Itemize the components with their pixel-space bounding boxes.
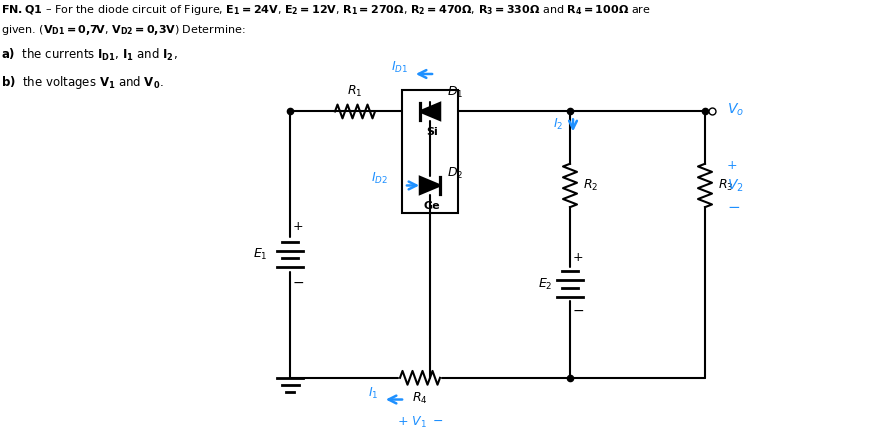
- Text: $D_1$: $D_1$: [447, 84, 463, 100]
- Text: $R_1$: $R_1$: [348, 84, 363, 99]
- Text: $\mathbf{a)}$  the currents $\mathbf{I_{D1}}$, $\mathbf{I_1}$ and $\mathbf{I_2}$: $\mathbf{a)}$ the currents $\mathbf{I_{D…: [1, 47, 177, 64]
- Text: Ge: Ge: [424, 201, 440, 211]
- Text: +: +: [727, 159, 737, 172]
- Text: $\mathbf{b)}$  the voltages $\mathbf{V_1}$ and $\mathbf{V_0}$.: $\mathbf{b)}$ the voltages $\mathbf{V_1}…: [1, 74, 164, 91]
- Text: $E_1$: $E_1$: [254, 247, 268, 262]
- Text: +: +: [293, 220, 304, 233]
- Text: −: −: [573, 304, 584, 318]
- Bar: [402, 90, 458, 213]
- Text: $V_2$: $V_2$: [727, 177, 744, 194]
- Text: $I_1$: $I_1$: [367, 386, 378, 401]
- Text: given. ($\mathbf{V_{D1}=0{,}7V}$, $\mathbf{V_{D2}=0{,}3V}$) Determine:: given. ($\mathbf{V_{D1}=0{,}7V}$, $\math…: [1, 23, 246, 37]
- Text: $R_4$: $R_4$: [412, 391, 427, 406]
- Text: $V_o$: $V_o$: [727, 101, 744, 118]
- Text: $R_3$: $R_3$: [718, 178, 734, 193]
- Text: $+\ V_1\ -$: $+\ V_1\ -$: [397, 415, 444, 430]
- Text: Si: Si: [426, 127, 438, 137]
- Text: $I_{D1}$: $I_{D1}$: [391, 59, 408, 74]
- Text: $D_2$: $D_2$: [447, 165, 463, 181]
- Text: −: −: [292, 276, 304, 290]
- Text: $\mathbf{FN.Q1}$ $\mathbf{\endash}$ For the diode circuit of Figure, $\mathbf{E_: $\mathbf{FN.Q1}$ $\mathbf{\endash}$ For …: [1, 3, 650, 17]
- Text: $I_2$: $I_2$: [553, 116, 563, 132]
- Text: −: −: [727, 200, 740, 215]
- Text: $E_2$: $E_2$: [538, 277, 553, 292]
- Polygon shape: [420, 177, 440, 194]
- Text: +: +: [573, 252, 583, 265]
- Polygon shape: [420, 103, 440, 120]
- Text: $I_{D2}$: $I_{D2}$: [371, 171, 388, 186]
- Text: $R_2$: $R_2$: [583, 178, 599, 193]
